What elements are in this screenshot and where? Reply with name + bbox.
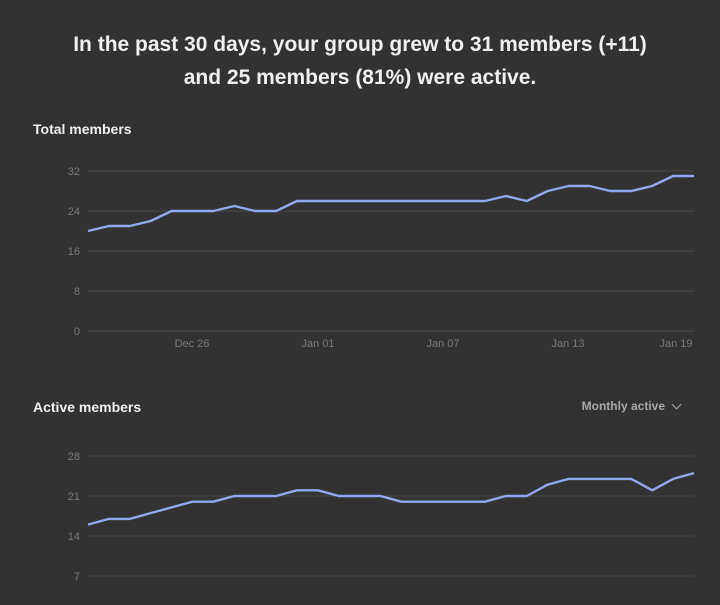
summary-line-1: In the past 30 days, your group grew to …: [73, 33, 647, 56]
y-tick-label: 8: [74, 286, 80, 298]
y-tick-label: 21: [68, 491, 80, 503]
x-tick-label: Jan 19: [659, 338, 692, 350]
summary-line-2: and 25 members (81%) were active.: [183, 66, 537, 89]
y-tick-label: 14: [68, 531, 80, 543]
total-members-title: Total members: [33, 121, 132, 137]
y-tick-label: 28: [68, 451, 80, 463]
x-tick-label: Jan 07: [426, 338, 459, 350]
active-type-label: Monthly active: [581, 399, 665, 413]
y-tick-label: 7: [74, 571, 80, 583]
active-type-dropdown[interactable]: Monthly active: [581, 399, 682, 413]
series-line: [87, 471, 695, 526]
active-members-title: Active members: [33, 399, 142, 415]
series-line: [87, 174, 694, 233]
summary-headline: In the past 30 days, your group grew to …: [0, 28, 720, 94]
x-tick-label: Jan 01: [301, 338, 334, 350]
y-tick-label: 0: [74, 326, 80, 338]
x-tick-label: Jan 13: [551, 338, 584, 350]
y-tick-label: 24: [68, 206, 80, 218]
total-members-chart: 0 8 16 24 32 Dec 26 Jan 01 Jan 07 Jan 13 Jan 19: [68, 166, 695, 350]
y-tick-label: 32: [68, 166, 80, 178]
y-tick-label: 16: [68, 246, 80, 258]
x-tick-label: Dec 26: [175, 338, 210, 350]
